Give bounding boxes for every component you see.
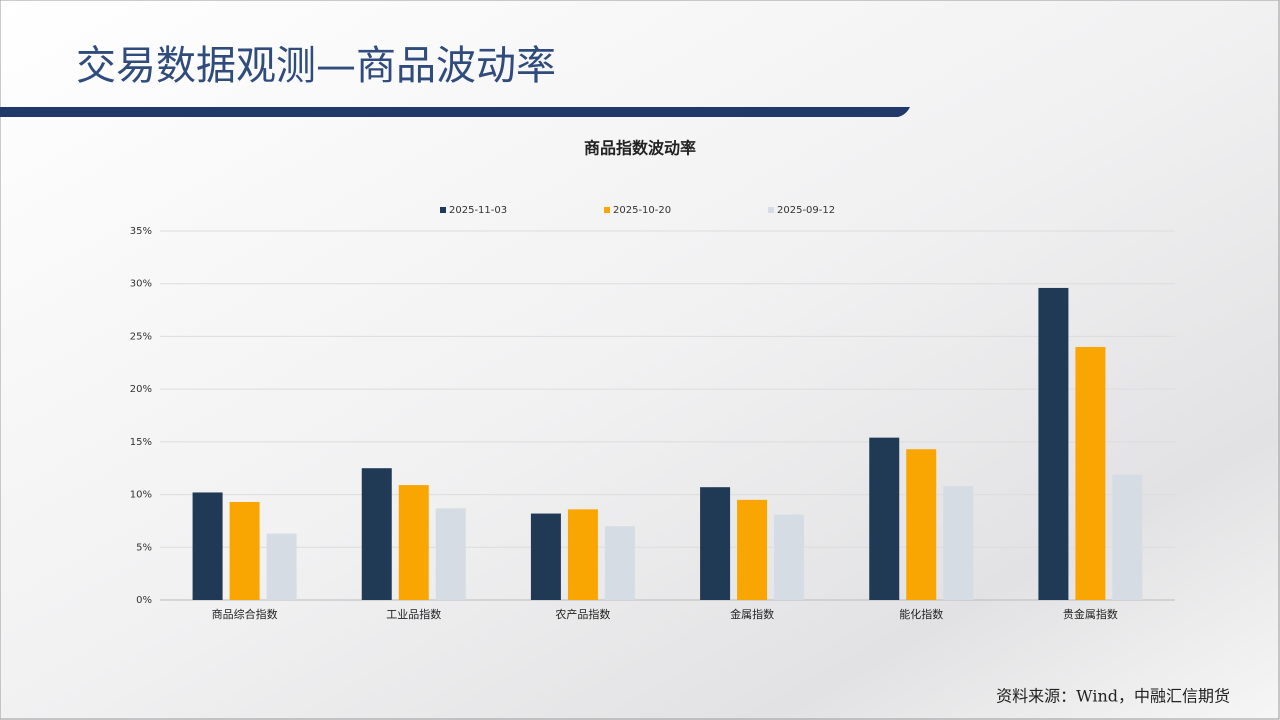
bar — [737, 499, 768, 600]
bar — [1038, 287, 1069, 600]
bar — [869, 437, 900, 600]
bar — [229, 501, 260, 600]
x-tick-label: 工业品指数 — [386, 607, 441, 621]
bar — [1075, 346, 1106, 600]
source-note: 资料来源：Wind，中融汇信期货 — [996, 687, 1230, 706]
y-tick-label: 25% — [130, 331, 152, 342]
y-tick-label: 35% — [130, 226, 152, 237]
bar — [567, 509, 598, 600]
bar — [1112, 474, 1143, 600]
bar — [604, 526, 635, 600]
bar — [435, 508, 466, 600]
y-tick-label: 15% — [130, 437, 152, 448]
chart-title: 商品指数波动率 — [584, 139, 696, 158]
bar — [361, 468, 392, 600]
legend-swatch — [768, 207, 774, 213]
y-tick-label: 5% — [136, 542, 152, 553]
y-tick-label: 20% — [130, 384, 152, 395]
slide-title: 交易数据观测—商品波动率 — [76, 43, 556, 89]
legend-swatch — [440, 207, 446, 213]
bar — [530, 513, 561, 600]
bar — [398, 485, 429, 600]
y-tick-label: 30% — [130, 279, 152, 290]
bar — [906, 449, 937, 600]
x-tick-label: 金属指数 — [730, 607, 774, 621]
bar — [192, 492, 223, 600]
x-tick-label: 商品综合指数 — [212, 607, 278, 621]
y-tick-label: 10% — [130, 490, 152, 501]
legend-label: 2025-10-20 — [613, 205, 671, 216]
y-tick-label: 0% — [136, 595, 152, 606]
x-tick-label: 贵金属指数 — [1063, 607, 1118, 621]
legend-label: 2025-09-12 — [777, 205, 835, 216]
x-tick-label: 能化指数 — [899, 607, 943, 621]
bar — [266, 533, 297, 600]
bar — [943, 486, 974, 600]
bar — [774, 514, 805, 600]
legend-label: 2025-11-03 — [449, 205, 507, 216]
bar — [700, 487, 731, 600]
x-tick-label: 农产品指数 — [555, 607, 610, 621]
header-bar — [0, 107, 910, 117]
legend-swatch — [604, 207, 610, 213]
